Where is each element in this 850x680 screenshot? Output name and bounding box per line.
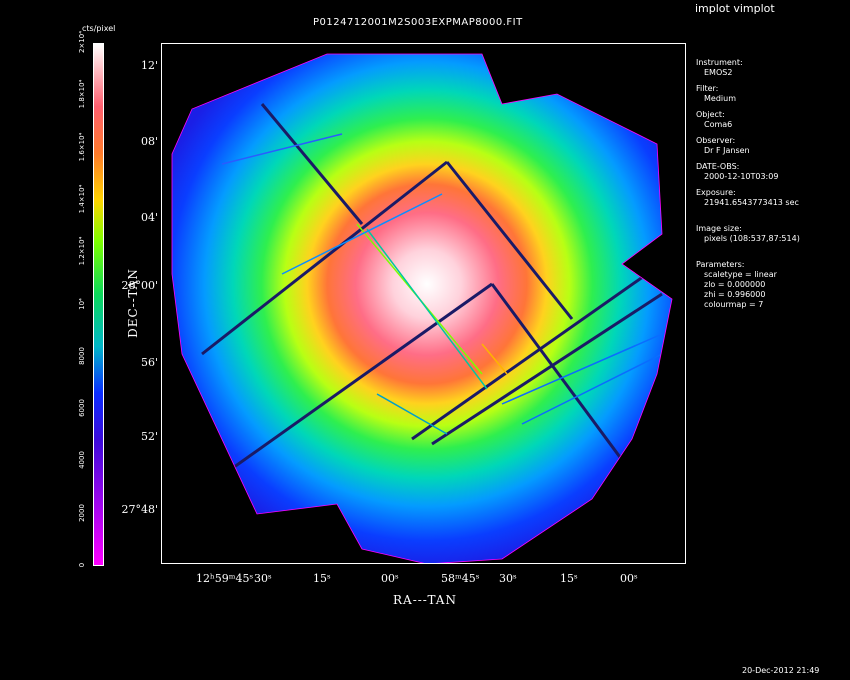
x-tick-label: 30ˢ xyxy=(499,572,517,585)
colorbar-tick-label: 1.2×10⁴ xyxy=(78,236,86,266)
footer-timestamp: 20-Dec-2012 21:49 xyxy=(742,666,820,675)
instrument-value: EMOS2 xyxy=(704,68,733,77)
x-tick-label: 30ˢ xyxy=(254,572,272,585)
colorbar-tick-label: 1.6×10⁴ xyxy=(78,132,86,161)
x-tick-label: 15ˢ xyxy=(560,572,578,585)
param-zlo: zlo = 0.000000 xyxy=(704,280,766,289)
y-tick-label: 56' xyxy=(140,356,158,369)
size-label: Image size: xyxy=(696,224,742,233)
param-zhi: zhi = 0.996000 xyxy=(704,290,766,299)
date-label: DATE-OBS: xyxy=(696,162,740,171)
y-tick-label: 12' xyxy=(140,59,158,72)
instrument-label: Instrument: xyxy=(696,58,743,67)
colorbar-tick-label: 1.8×10⁴ xyxy=(78,79,86,109)
exposure-value: 21941.6543773413 sec xyxy=(704,198,799,207)
param-colourmap: colourmap = 7 xyxy=(704,300,764,309)
exposure-map-image xyxy=(171,53,673,563)
x-tick-label: 15ˢ xyxy=(313,572,331,585)
size-value: pixels (108:537,87:514) xyxy=(704,234,800,243)
y-tick-label: 28°00' xyxy=(121,279,158,292)
image-title: P0124712001M2S003EXPMAP8000.FIT xyxy=(313,17,523,28)
params-label: Parameters: xyxy=(696,260,745,269)
observer-value: Dr F Jansen xyxy=(704,146,750,155)
colorbar-tick-label: 2×10⁴ xyxy=(78,30,86,54)
y-tick-label: 08' xyxy=(140,135,158,148)
colorbar-tick-label: 0 xyxy=(78,562,86,568)
x-tick-label: 58ᵐ45ˢ xyxy=(441,572,480,585)
object-value: Coma6 xyxy=(704,120,733,129)
object-label: Object: xyxy=(696,110,725,119)
colorbar-tick-label: 4000 xyxy=(78,451,86,470)
app-title: implot vimplot xyxy=(695,2,775,15)
date-value: 2000-12-10T03:09 xyxy=(704,172,779,181)
info-panel: Instrument: EMOS2 Filter: Medium Object:… xyxy=(696,58,800,310)
observer-label: Observer: xyxy=(696,136,736,145)
colorbar-tick-label: 10⁴ xyxy=(78,297,86,310)
colorbar-tick-label: 8000 xyxy=(78,346,86,365)
exposure-map-plot xyxy=(161,43,686,564)
y-tick-label: 04' xyxy=(140,211,158,224)
colorbar-tick-label: 2000 xyxy=(78,503,86,522)
colorbar xyxy=(93,43,104,566)
x-axis-label: RA---TAN xyxy=(393,593,457,607)
x-tick-label: 00ˢ xyxy=(381,572,399,585)
exposure-label: Exposure: xyxy=(696,188,736,197)
colorbar-tick-label: 1.4×10⁴ xyxy=(78,184,86,214)
param-scaletype: scaletype = linear xyxy=(704,270,777,279)
y-tick-label: 52' xyxy=(140,430,158,443)
y-axis-label: DEC--TAN xyxy=(125,268,140,338)
x-tick-label: 00ˢ xyxy=(620,572,638,585)
filter-label: Filter: xyxy=(696,84,719,93)
y-tick-label: 27°48' xyxy=(121,503,158,516)
x-tick-label: 12ʰ59ᵐ45ˢ xyxy=(196,572,254,585)
filter-value: Medium xyxy=(704,94,736,103)
colorbar-tick-label: 6000 xyxy=(78,399,86,418)
colorbar-unit-label: cts/pixel xyxy=(82,24,116,33)
